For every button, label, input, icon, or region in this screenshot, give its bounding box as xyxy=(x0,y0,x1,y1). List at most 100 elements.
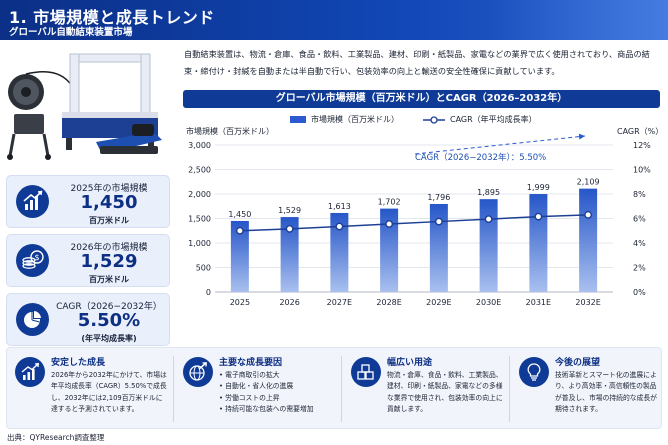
y-tick-label-right: 2% xyxy=(633,264,646,273)
section-stable-growth: 安定した成長 2026年から2032年にかけて、市場は年平均成長率（CAGR）5… xyxy=(7,348,171,430)
kpi-card-2026: $ 2026年の市場規模 1,529 百万米ドル xyxy=(6,234,170,287)
cagr-point-2029E xyxy=(434,217,443,226)
bar-value-label: 1,702 xyxy=(378,198,401,207)
legend-line-label: CAGR（年平均成長率） xyxy=(450,115,537,124)
highlights-panel: 安定した成長 2026年から2032年にかけて、市場は年平均成長率（CAGR）5… xyxy=(6,347,662,429)
source-note: 出典：QYResearch調査整理 xyxy=(7,433,105,442)
y-tick-label-right: 8% xyxy=(633,190,646,199)
svg-text:$: $ xyxy=(34,253,39,262)
cagr-point-2032E xyxy=(584,210,593,219)
bar-chart-icon xyxy=(16,185,49,218)
y-tick-label-left: 2,500 xyxy=(188,166,211,175)
x-tick-label: 2031E xyxy=(526,298,551,307)
cagr-point-2030E xyxy=(484,215,493,224)
bar-2029E xyxy=(429,203,448,292)
chart-cagr-line xyxy=(235,210,593,235)
cagr-point-2025 xyxy=(235,226,244,235)
bar-2026 xyxy=(280,217,299,292)
list-item: 持続可能な包装への需要増加 xyxy=(219,404,339,415)
chart-gridlines xyxy=(215,144,613,293)
y-tick-label-right: 4% xyxy=(633,239,646,248)
bar-value-label: 1,895 xyxy=(477,188,500,197)
legend-bar-label: 市場規模（百万米ドル） xyxy=(311,115,399,124)
coins-icon: $ xyxy=(16,244,49,277)
bar-2027E xyxy=(330,212,349,292)
kpi-title: CAGR（2026−2032年） xyxy=(56,302,162,312)
legend-bar-swatch xyxy=(290,116,306,123)
list-item: 電子商取引の拡大 xyxy=(219,370,339,381)
growth-chart-icon xyxy=(15,357,45,387)
kpi-value: 1,529 xyxy=(80,251,138,272)
kpi-unit: (年平均成長率) xyxy=(81,334,137,343)
x-tick-label: 2027E xyxy=(327,298,352,307)
section-title: 安定した成長 xyxy=(51,358,106,368)
bar-2030E xyxy=(479,199,498,292)
boxes-icon xyxy=(351,357,381,387)
kpi-title: 2026年の市場規模 xyxy=(70,243,148,253)
y-axis-right-title: CAGR（%） xyxy=(617,127,664,136)
chart-legend: 市場規模（百万米ドル） CAGR（年平均成長率） xyxy=(290,114,537,125)
pie-chart-icon xyxy=(16,303,49,336)
bar-value-label: 1,450 xyxy=(228,210,251,219)
section-body: 2026年から2032年にかけて、市場は年平均成長率（CAGR）5.50%で成長… xyxy=(51,371,167,414)
x-tick-label: 2030E xyxy=(476,298,501,307)
section-body: 物流・倉庫、食品・飲料、工業製品、建材、印刷・紙製品、家電などの多様な業界で使用… xyxy=(387,371,503,414)
section-divider xyxy=(341,356,342,422)
section-body: 技術革新とスマート化の進展により、より高効率・高信頼性の製品が普及し、市場の持続… xyxy=(555,371,657,414)
y-tick-label-right: 0% xyxy=(633,288,646,297)
x-tick-label: 2029E xyxy=(426,298,451,307)
cagr-point-2027E xyxy=(335,222,344,231)
cagr-point-2031E xyxy=(534,212,543,221)
bar-value-label: 1,613 xyxy=(328,202,351,211)
kpi-unit: 百万米ドル xyxy=(89,216,129,225)
x-tick-label: 2032E xyxy=(575,298,600,307)
y-tick-label-left: 1,500 xyxy=(188,215,211,224)
section-divider xyxy=(509,356,510,422)
x-tick-label: 2028E xyxy=(376,298,401,307)
cagr-point-2026 xyxy=(285,225,294,233)
y-tick-label-left: 2,000 xyxy=(188,190,211,199)
lightbulb-icon xyxy=(519,357,549,387)
bar-value-label: 2,109 xyxy=(577,178,600,187)
kpi-card-cagr: CAGR（2026−2032年） 5.50% (年平均成長率) xyxy=(6,293,170,346)
bar-2025 xyxy=(230,220,249,292)
x-tick-label: 2025 xyxy=(230,298,250,307)
chart-title-band: グローバル市場規模（百万米ドル）とCAGR（2026–2032年） xyxy=(183,90,660,108)
kpi-title: 2025年の市場規模 xyxy=(70,184,148,194)
strap-coil-icon xyxy=(7,71,73,160)
growth-driver-list: 電子商取引の拡大 自動化・省人化の進展 労働コストの上昇 持続可能な包装への需要… xyxy=(219,370,339,416)
page-title: 1. 市場規模と成長トレンド xyxy=(9,8,215,27)
header-banner: 1. 市場規模と成長トレンド グローバル自動結束装置市場 xyxy=(0,0,668,40)
bar-2028E xyxy=(380,208,399,292)
list-item: 自動化・省人化の進展 xyxy=(219,381,339,392)
section-divider xyxy=(173,356,174,422)
globe-arrow-icon xyxy=(183,357,213,387)
chart-labels: 0 500 1,000 1,500 2,000 2,500 3,000 0% 2% 4% 6% 8% 1… xyxy=(188,141,651,307)
section-title: 主要な成長要因 xyxy=(219,358,283,368)
bar-value-label: 1,529 xyxy=(278,206,301,215)
list-item: 労働コストの上昇 xyxy=(219,393,339,404)
cagr-annotation: CAGR（2026−2032年）：5.50% xyxy=(415,152,546,163)
kpi-card-2025: 2025年の市場規模 1,450 百万米ドル xyxy=(6,175,170,228)
section-growth-drivers: 主要な成長要因 電子商取引の拡大 自動化・省人化の進展 労働コストの上昇 持続可… xyxy=(175,348,339,430)
x-tick-label: 2026 xyxy=(279,298,299,307)
kpi-unit: 百万米ドル xyxy=(89,275,129,284)
y-tick-label-right: 6% xyxy=(633,215,646,224)
kpi-value: 1,450 xyxy=(80,192,138,213)
y-tick-label-left: 1,000 xyxy=(188,239,211,248)
section-outlook: 今後の展望 技術革新とスマート化の進展により、より高効率・高信頼性の製品が普及し… xyxy=(511,348,663,430)
y-tick-label-right: 12% xyxy=(633,141,651,150)
chart-bars xyxy=(230,188,598,292)
section-wide-applications: 幅広い用途 物流・倉庫、食品・飲料、工業製品、建材、印刷・紙製品、家電などの多様… xyxy=(343,348,507,430)
y-tick-label-right: 10% xyxy=(633,166,651,175)
y-axis-left-title: 市場規模（百万米ドル） xyxy=(186,127,274,136)
market-size-chart: 0 500 1,000 1,500 2,000 2,500 3,000 0% 2% 4% 6% 8% 1… xyxy=(188,133,651,307)
page-subtitle: グローバル自動結束装置市場 xyxy=(9,27,133,38)
section-title: 幅広い用途 xyxy=(387,358,433,368)
legend-line-swatch xyxy=(423,115,445,124)
y-tick-label-left: 500 xyxy=(196,264,211,273)
intro-paragraph: 自動結束装置は、物流・倉庫、食品・飲料、工業製品、建材、印刷・紙製品、家電などの… xyxy=(184,49,650,76)
bar-2032E xyxy=(579,188,598,292)
cagr-trend-arrow xyxy=(414,133,586,155)
kpi-value: 5.50% xyxy=(77,310,141,331)
